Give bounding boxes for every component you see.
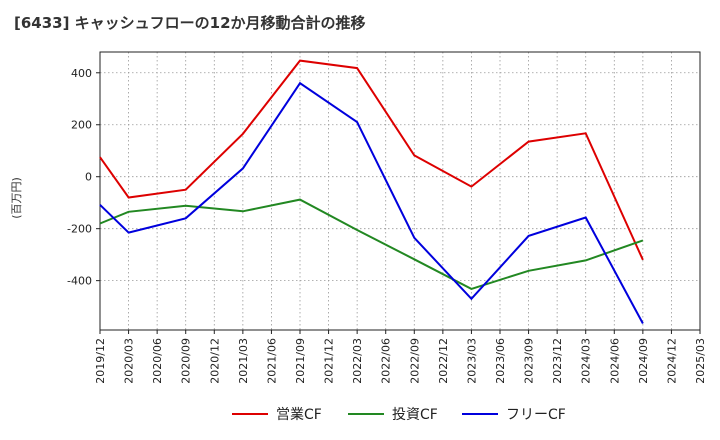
x-tick-label: 2019/12 xyxy=(94,338,107,384)
x-tick-label: 2020/09 xyxy=(180,338,193,384)
x-tick-label: 2020/12 xyxy=(208,338,221,384)
legend-label: フリーCF xyxy=(506,407,566,423)
legend-label: 営業CF xyxy=(276,407,322,423)
legend-label: 投資CF xyxy=(392,407,438,423)
plot-frame xyxy=(99,51,701,331)
x-tick-label: 2022/06 xyxy=(380,338,393,384)
x-tick-label: 2021/12 xyxy=(323,338,336,384)
x-tick-label: 2024/12 xyxy=(665,338,678,384)
x-tick-label: 2025/03 xyxy=(694,338,707,384)
x-tick-label: 2024/09 xyxy=(637,338,650,384)
x-tick-label: 2023/06 xyxy=(494,338,507,384)
x-tick-label: 2020/03 xyxy=(123,338,136,384)
y-tick-label: -400 xyxy=(67,275,92,288)
x-tick-label: 2021/06 xyxy=(265,338,278,384)
y-tick-label: 200 xyxy=(71,119,92,132)
x-tick-label: 2023/12 xyxy=(551,338,564,384)
y-tick-label: 0 xyxy=(85,171,92,184)
x-tick-label: 2022/09 xyxy=(408,338,421,384)
x-tick-label: 2021/09 xyxy=(294,338,307,384)
y-tick-label: -200 xyxy=(67,223,92,236)
x-tick-label: 2023/09 xyxy=(523,338,536,384)
x-tick-label: 2024/03 xyxy=(580,338,593,384)
chart-title: [6433] キャッシュフローの12か月移動合計の推移 xyxy=(14,14,366,32)
y-tick-label: 400 xyxy=(71,67,92,80)
x-tick-label: 2022/03 xyxy=(351,338,364,384)
series-line xyxy=(99,198,644,290)
series-line xyxy=(99,81,644,324)
x-tick-label: 2024/06 xyxy=(608,338,621,384)
x-tick-label: 2022/12 xyxy=(437,338,450,384)
x-tick-label: 2020/06 xyxy=(151,338,164,384)
x-tick-label: 2021/03 xyxy=(237,338,250,384)
series-line xyxy=(99,59,644,261)
plot-area xyxy=(100,52,700,330)
x-tick-label: 2023/03 xyxy=(465,338,478,384)
